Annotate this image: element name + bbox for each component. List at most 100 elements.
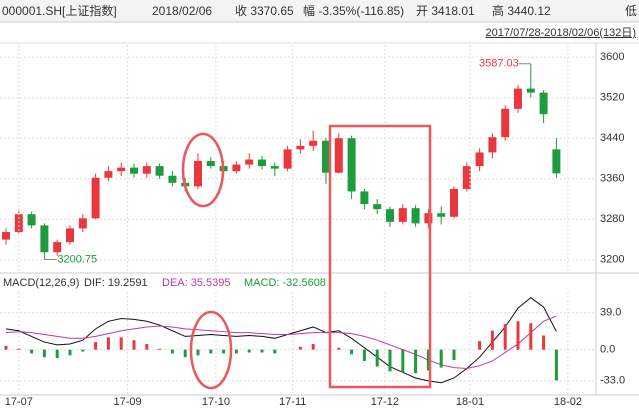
x-tick-label: 17-12 xyxy=(371,396,399,408)
x-tick-label: 17-09 xyxy=(114,396,142,408)
candle-body xyxy=(462,166,471,189)
date: 2018/02/06 xyxy=(152,4,212,18)
candle-body xyxy=(104,171,113,178)
circle-highlight xyxy=(189,310,233,390)
y-tick-label: 3520 xyxy=(600,92,624,104)
macd-title: MACD(12,26,9) xyxy=(3,277,79,289)
macd-bar xyxy=(247,349,251,353)
macd-bar xyxy=(401,349,405,373)
macd-bar xyxy=(554,349,558,381)
candle-body xyxy=(526,88,535,93)
candle-body xyxy=(206,161,215,167)
legend-dea: DEA: 35.5395 xyxy=(162,277,231,289)
macd-line xyxy=(5,297,557,384)
x-tick-label: 17-11 xyxy=(279,396,306,408)
candle-body xyxy=(450,188,458,217)
y-tick-label: 3360 xyxy=(600,173,624,185)
macd-bar xyxy=(30,349,34,354)
candle-body xyxy=(475,152,484,167)
candle-body xyxy=(514,88,522,109)
macd-bar xyxy=(209,349,213,354)
x-tick-label: 17-07 xyxy=(5,396,33,408)
candle-body xyxy=(66,228,74,243)
circle-highlight xyxy=(181,132,225,208)
macd-bar xyxy=(388,349,392,372)
macd-bar xyxy=(17,348,21,350)
macd-bar xyxy=(68,349,72,356)
candle-body xyxy=(117,167,126,172)
candle-body xyxy=(411,208,420,224)
candle-body xyxy=(322,140,330,173)
candle-body xyxy=(552,149,561,174)
macd-bar xyxy=(81,349,85,352)
candle-body xyxy=(539,92,548,115)
candle-body xyxy=(232,164,241,172)
y-tick-label: 3200 xyxy=(600,254,624,266)
high: 高 3440.12 xyxy=(492,3,551,18)
candle-body xyxy=(14,214,23,232)
candle-body xyxy=(270,166,279,169)
candle-body xyxy=(130,167,138,174)
candle-body xyxy=(53,242,62,253)
x-tick-label: 18-01 xyxy=(456,396,484,408)
macd-bar xyxy=(42,349,46,358)
macd-bar xyxy=(490,330,494,350)
candle-body xyxy=(437,213,446,217)
macd-bar xyxy=(234,349,238,354)
header-bar xyxy=(0,0,639,22)
candle-body xyxy=(27,214,36,226)
candle-body xyxy=(91,177,100,219)
macd-bar xyxy=(503,324,507,350)
candle-body xyxy=(309,140,318,146)
candle-body xyxy=(283,149,292,169)
high-label: 3587.03 xyxy=(479,58,519,70)
legend-macd: MACD: -32.5608 xyxy=(244,277,326,289)
box-highlight xyxy=(328,124,432,389)
macd-bar xyxy=(542,335,546,350)
candle-body xyxy=(360,191,369,205)
candle-body xyxy=(142,166,151,174)
x-tick-label: 18-02 xyxy=(554,396,582,408)
candle-body xyxy=(424,213,433,224)
macd-bar xyxy=(478,341,482,350)
close: 收 3370.65 xyxy=(235,4,294,18)
change: 幅 -3.35%(-116.85) xyxy=(303,3,404,18)
macd-line xyxy=(5,315,557,370)
macd-bar xyxy=(337,347,341,350)
macd-bar xyxy=(298,346,302,350)
macd-bar xyxy=(94,342,98,350)
candle-body xyxy=(168,175,177,183)
macd-bar xyxy=(439,349,443,368)
macd-bar xyxy=(362,349,366,361)
macd-bar xyxy=(350,349,354,355)
macd-bar xyxy=(145,343,149,350)
macd-bar xyxy=(516,321,520,350)
candle-body xyxy=(488,137,497,153)
y-tick-label: 0.0 xyxy=(600,344,615,356)
macd-bar xyxy=(132,340,136,350)
macd-bar xyxy=(311,343,315,350)
candle-body xyxy=(347,138,356,192)
y-tick-label: -33.0 xyxy=(600,375,625,387)
low: 低 xyxy=(625,4,637,18)
macd-bar xyxy=(529,323,533,350)
macd-bar xyxy=(106,337,110,350)
candle-body xyxy=(258,159,266,167)
macd-bar xyxy=(119,337,123,350)
symbol: 000001.SH[上证指数] xyxy=(2,3,117,18)
candle-body xyxy=(155,166,164,176)
candle-body xyxy=(40,225,49,253)
date-range: 2017/07/28-2018/02/06(132日) xyxy=(486,27,636,39)
macd-bar xyxy=(183,349,187,358)
candle-body xyxy=(334,138,343,173)
macd-bar xyxy=(55,349,59,359)
y-tick-label: 39.0 xyxy=(600,307,621,319)
candle-body xyxy=(78,218,87,229)
y-tick-label: 3280 xyxy=(600,213,624,225)
candle-body xyxy=(501,108,510,138)
macd-bar xyxy=(170,349,174,354)
marks: 3600 3520 3440 3360 3280 3200 3587.03 3200.75 39… xyxy=(0,45,625,408)
macd-bar xyxy=(414,349,418,374)
macd-bar xyxy=(158,348,162,350)
